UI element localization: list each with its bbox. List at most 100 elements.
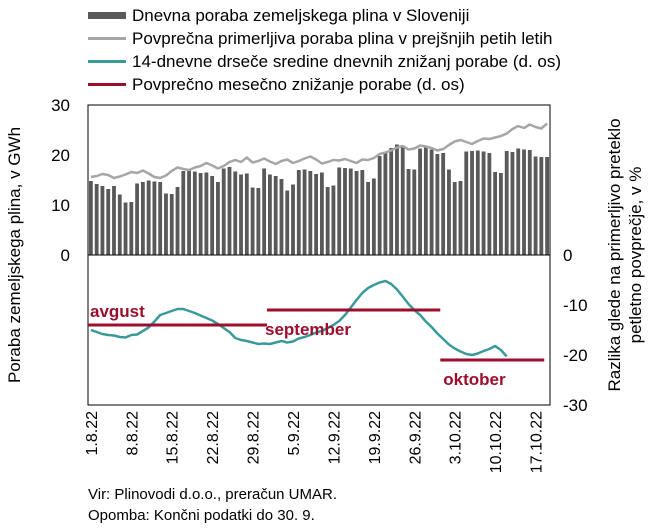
bar — [140, 182, 145, 255]
legend-label: Povprečna primerljiva poraba plina v pre… — [132, 29, 553, 48]
bar — [198, 173, 203, 255]
legend-label: Dnevna poraba zemeljskega plina v Sloven… — [132, 6, 470, 25]
x-tick-label: 10.10.22 — [488, 411, 505, 473]
bar — [227, 167, 232, 255]
bar — [481, 151, 486, 255]
x-tick-label: 15.8.22 — [165, 411, 182, 464]
bar — [210, 176, 215, 255]
bar — [123, 202, 128, 255]
bar — [285, 190, 290, 255]
bar — [204, 172, 209, 255]
bar — [100, 186, 105, 255]
bar — [493, 172, 498, 255]
bar — [470, 151, 474, 255]
bar — [158, 182, 163, 255]
monthly-label: oktober — [443, 370, 506, 389]
right-axis-title-line2: petletno povprečje, v % — [626, 167, 645, 344]
bar — [146, 180, 151, 255]
bar — [169, 194, 174, 255]
right-tick-label: 0 — [563, 246, 572, 265]
bar — [545, 157, 550, 255]
x-tick-label: 22.8.22 — [205, 411, 222, 464]
legend-label: 14-dnevne drseče sredine dnevnih znižanj… — [132, 52, 562, 71]
bar — [475, 150, 480, 255]
x-tick-label: 17.10.22 — [529, 411, 546, 473]
monthly-label: avgust — [90, 302, 145, 321]
bar — [527, 150, 532, 255]
legend-item-bars: Dnevna poraba zemeljskega plina v Sloven… — [88, 4, 648, 27]
bar — [181, 171, 186, 255]
bar — [366, 182, 370, 255]
bar — [447, 169, 451, 255]
bar — [187, 170, 191, 255]
bar — [262, 168, 267, 255]
bar — [337, 167, 342, 255]
bar — [192, 171, 197, 255]
bar — [418, 148, 422, 255]
bar — [112, 186, 116, 255]
bar — [441, 153, 446, 255]
bar — [406, 169, 411, 255]
footer-note: Opomba: Končni podatki do 30. 9. — [88, 507, 315, 524]
x-tick-label: 8.8.22 — [124, 411, 141, 456]
bar — [377, 156, 382, 255]
bar — [256, 188, 261, 255]
bar — [499, 173, 503, 255]
footer-source: Vir: Plinovodi d.o.o., preračun UMAR. — [88, 486, 338, 503]
bar — [88, 181, 93, 255]
bar — [268, 174, 272, 255]
legend-key-monthly — [88, 83, 126, 86]
bar — [516, 148, 521, 255]
x-tick-label: 19.9.22 — [367, 411, 384, 464]
legend-item-ma14: 14-dnevne drseče sredine dnevnih znižanj… — [88, 50, 648, 73]
right-axis-title-line1: Razlika glede na primerljivo preteklo — [605, 118, 624, 391]
bar — [412, 169, 417, 255]
bar — [94, 184, 99, 255]
bar — [539, 157, 544, 255]
avg5-line — [90, 122, 548, 180]
left-tick-label: 30 — [51, 96, 70, 115]
bar — [348, 168, 353, 255]
bar — [452, 182, 457, 255]
bar — [504, 151, 509, 255]
left-tick-label: 20 — [51, 146, 70, 165]
bar — [331, 185, 336, 255]
bar — [533, 156, 538, 255]
bar — [233, 171, 238, 255]
x-tick-label: 26.9.22 — [407, 411, 424, 464]
bar — [279, 179, 284, 255]
bar — [273, 176, 278, 255]
bar — [152, 181, 157, 255]
bar — [296, 170, 301, 255]
bar — [429, 149, 434, 255]
bar — [239, 174, 243, 255]
bar — [371, 178, 376, 255]
bar — [354, 171, 359, 255]
bar — [389, 148, 394, 255]
right-tick-label: -10 — [563, 296, 588, 315]
ma14-line — [90, 279, 508, 358]
left-tick-label: 10 — [51, 196, 70, 215]
bar — [106, 189, 111, 255]
bar — [360, 170, 365, 255]
right-tick-label: -20 — [563, 346, 588, 365]
bar — [319, 172, 324, 255]
bar — [302, 169, 307, 255]
bar — [164, 193, 168, 255]
legend-key-avg5 — [88, 37, 126, 40]
bar — [383, 152, 388, 255]
x-tick-label: 12.9.22 — [326, 411, 343, 464]
x-tick-label: 29.8.22 — [246, 411, 263, 464]
bar — [291, 184, 295, 255]
bar — [250, 187, 255, 255]
bar — [458, 181, 463, 255]
x-tick-label: 3.10.22 — [448, 411, 465, 464]
legend-key-ma14 — [88, 60, 126, 63]
bar — [343, 168, 347, 255]
bar — [400, 147, 405, 255]
bar — [314, 174, 319, 255]
legend-label: Povprečno mesečno znižanje porabe (d. os… — [132, 75, 465, 94]
bar — [522, 149, 526, 255]
left-axis-title: Poraba zemeljskega plina, v GWh — [5, 127, 24, 383]
